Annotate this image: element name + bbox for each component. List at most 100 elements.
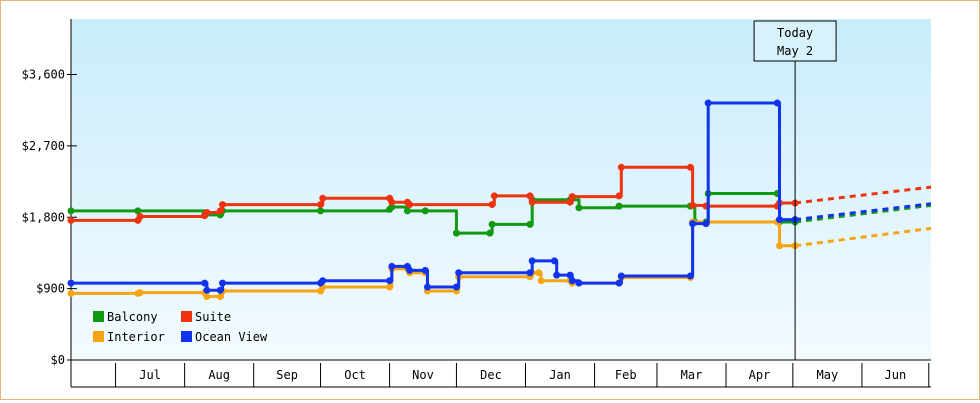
data-point xyxy=(319,277,327,285)
data-point xyxy=(216,293,224,301)
legend-swatch xyxy=(93,331,104,342)
y-tick-label: $0 xyxy=(51,353,65,367)
data-point xyxy=(317,201,325,209)
legend-label: Suite xyxy=(195,310,231,324)
month-label: Sep xyxy=(276,368,298,382)
forecast-line xyxy=(794,226,932,248)
data-point xyxy=(67,207,75,215)
data-point xyxy=(568,277,576,285)
data-point xyxy=(490,192,498,200)
data-point xyxy=(203,208,211,216)
month-label: Jun xyxy=(885,368,907,382)
month-label: Aug xyxy=(208,368,230,382)
month-label: Apr xyxy=(749,368,771,382)
y-tick-label: $3,600 xyxy=(22,68,65,82)
data-point xyxy=(406,266,414,274)
data-point xyxy=(488,201,496,209)
data-point xyxy=(686,272,694,280)
data-point xyxy=(526,269,534,277)
month-label: Nov xyxy=(412,368,434,382)
data-point xyxy=(388,198,396,206)
series-layer xyxy=(67,99,932,301)
legend-label: Balcony xyxy=(107,310,158,324)
data-point xyxy=(488,220,496,228)
data-point xyxy=(528,257,536,265)
data-point xyxy=(388,262,396,270)
legend: Balcony Suite Interior Ocean View xyxy=(93,310,268,344)
data-point xyxy=(317,207,325,215)
legend-label: Interior xyxy=(107,330,165,344)
legend-swatch xyxy=(93,311,104,322)
data-point xyxy=(615,202,623,210)
data-point xyxy=(203,293,211,301)
data-point xyxy=(136,289,144,297)
data-point xyxy=(216,286,224,294)
y-tick-label: $1,800 xyxy=(22,210,65,224)
data-point xyxy=(566,198,574,206)
data-point xyxy=(67,289,75,297)
month-label: Dec xyxy=(480,368,502,382)
data-point xyxy=(775,242,783,250)
forecast-line xyxy=(794,185,932,205)
data-point xyxy=(615,279,623,287)
data-point xyxy=(203,286,211,294)
data-point xyxy=(702,220,710,228)
data-point xyxy=(617,163,625,171)
legend-swatch xyxy=(181,311,192,322)
y-axis: $0 $900 $1,800 $2,700 $3,600 xyxy=(22,19,931,387)
data-point xyxy=(136,212,144,220)
data-point xyxy=(423,283,431,291)
data-point xyxy=(421,207,429,215)
data-point xyxy=(319,194,327,202)
data-point xyxy=(526,220,534,228)
data-point xyxy=(686,163,694,171)
data-point xyxy=(528,198,536,206)
legend-swatch xyxy=(181,331,192,342)
x-axis: Jul Aug Sep Oct Nov Dec Jan Feb Mar Apr May Jun xyxy=(71,363,931,388)
month-label: May xyxy=(817,368,839,382)
data-point xyxy=(201,279,209,287)
data-point xyxy=(216,207,224,215)
data-point xyxy=(575,204,583,212)
today-date: May 2 xyxy=(777,44,813,58)
data-point xyxy=(575,279,583,287)
month-label: Feb xyxy=(615,368,637,382)
data-point xyxy=(526,192,534,200)
data-point xyxy=(537,277,545,285)
data-point xyxy=(421,266,429,274)
data-point xyxy=(773,99,781,107)
data-point xyxy=(219,279,227,287)
data-point xyxy=(67,279,75,287)
today-label: Today xyxy=(777,26,813,40)
today-box xyxy=(753,20,837,62)
data-point xyxy=(566,271,574,279)
data-point xyxy=(455,269,463,277)
data-point xyxy=(406,201,414,209)
data-point xyxy=(617,272,625,280)
data-point xyxy=(67,216,75,224)
data-point xyxy=(775,216,783,224)
data-point xyxy=(535,269,543,277)
month-label: Oct xyxy=(344,368,366,382)
data-point xyxy=(553,271,561,279)
forecast-line xyxy=(794,203,932,224)
data-point xyxy=(386,283,394,291)
data-point xyxy=(689,220,697,228)
data-point xyxy=(486,229,494,237)
data-point xyxy=(134,207,142,215)
data-point xyxy=(386,277,394,285)
month-label: Mar xyxy=(681,368,703,382)
month-label: Jan xyxy=(549,368,571,382)
plot-background xyxy=(71,19,931,360)
legend-label: Ocean View xyxy=(195,330,268,344)
data-point xyxy=(452,229,460,237)
data-point xyxy=(689,201,697,209)
data-point xyxy=(219,201,227,209)
y-tick-label: $900 xyxy=(36,282,65,296)
month-label: Jul xyxy=(139,368,161,382)
data-point xyxy=(568,193,576,201)
today-marker: Today May 2 xyxy=(753,20,837,360)
data-point xyxy=(704,99,712,107)
